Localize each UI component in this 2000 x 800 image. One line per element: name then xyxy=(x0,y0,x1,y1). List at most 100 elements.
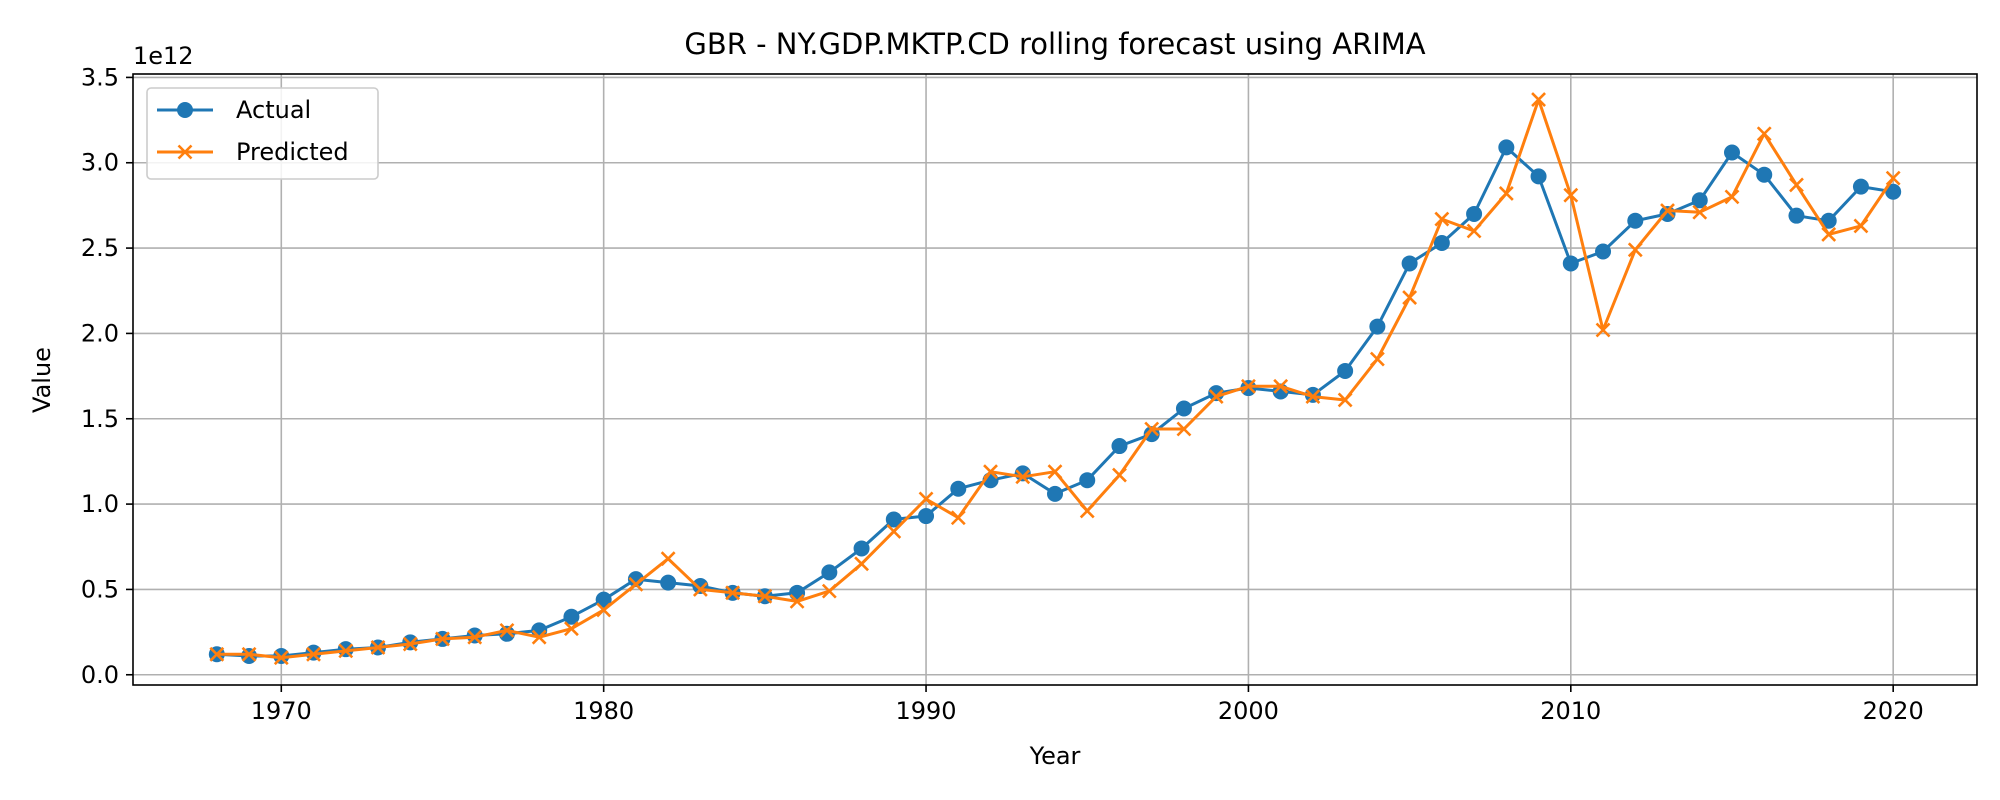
y-tick-label: 3.0 xyxy=(81,149,119,177)
data-point-predicted xyxy=(918,491,934,507)
legend-label: Predicted xyxy=(236,138,349,166)
data-point-predicted xyxy=(1885,170,1901,186)
y-tick-label: 0.0 xyxy=(81,661,119,689)
data-point-actual xyxy=(1369,318,1386,335)
data-point-predicted xyxy=(1627,242,1643,258)
data-point-predicted xyxy=(886,523,902,539)
data-point-actual xyxy=(1723,144,1740,161)
data-point-predicted xyxy=(725,585,741,601)
data-point-actual xyxy=(1047,485,1063,502)
data-point-actual xyxy=(498,625,515,642)
grid xyxy=(133,74,1977,685)
data-point-actual xyxy=(821,564,838,581)
data-point-predicted xyxy=(628,576,644,592)
data-point-actual xyxy=(1208,385,1225,402)
data-point-actual xyxy=(1433,234,1450,251)
data-point-predicted xyxy=(660,551,676,567)
y-tick-label: 2.5 xyxy=(81,234,119,262)
data-point-actual xyxy=(563,608,580,625)
data-point-predicted xyxy=(1498,186,1514,201)
legend-entry-predicted: Predicted xyxy=(157,138,349,166)
data-point-predicted xyxy=(1853,218,1869,234)
data-point-actual xyxy=(1820,212,1837,229)
data-point-predicted xyxy=(1369,351,1385,367)
data-point-actual xyxy=(950,480,967,497)
data-point-predicted xyxy=(1144,421,1160,437)
data-point-predicted xyxy=(1337,392,1353,408)
data-point-predicted xyxy=(564,621,579,637)
chart-title: GBR - NY.GDP.MKTP.CD rolling forecast us… xyxy=(684,27,1425,61)
data-point-predicted xyxy=(1434,211,1450,227)
data-point-predicted xyxy=(1531,92,1546,108)
data-point-predicted xyxy=(1112,467,1127,483)
data-point-predicted xyxy=(338,643,354,659)
legend: Actual Predicted xyxy=(146,87,379,180)
data-point-actual xyxy=(853,540,870,557)
data-point-actual xyxy=(1852,178,1869,195)
data-point-predicted xyxy=(1789,177,1804,193)
x-axis-label: Year xyxy=(1029,742,1081,770)
data-point-actual xyxy=(660,574,677,591)
data-point-predicted xyxy=(209,646,225,662)
data-point-predicted xyxy=(1208,389,1224,404)
data-point-predicted xyxy=(1241,378,1256,394)
y-tick-label: 1.0 xyxy=(81,490,119,518)
data-point-predicted xyxy=(596,602,612,618)
data-point-predicted xyxy=(1047,464,1063,480)
y-tick-label: 1.5 xyxy=(81,405,119,433)
data-point-predicted xyxy=(306,646,321,662)
legend-label: Actual xyxy=(236,96,311,124)
data-point-predicted xyxy=(1015,469,1031,485)
x-tick-label: 2010 xyxy=(1540,697,1601,725)
data-point-actual xyxy=(1530,168,1547,185)
y-scale-label: 1e12 xyxy=(133,42,194,70)
x-tick-label: 1990 xyxy=(896,697,957,725)
data-point-actual xyxy=(1466,205,1483,222)
data-point-predicted xyxy=(983,464,998,480)
data-point-predicted xyxy=(950,510,966,526)
data-point-actual xyxy=(918,508,935,525)
data-point-predicted xyxy=(273,650,289,666)
y-axis-label: Value xyxy=(28,347,56,413)
x-tick-label: 1970 xyxy=(251,697,312,725)
data-point-predicted xyxy=(1273,378,1289,394)
data-point-actual xyxy=(1756,166,1773,183)
axes: 1970 1980 1990 2000 2010 2020 0.0 0.5 1.0 1.5 2.0 2… xyxy=(81,63,1978,725)
data-point-predicted xyxy=(1176,421,1192,437)
data-point-predicted xyxy=(1821,227,1837,242)
data-point-actual xyxy=(1337,362,1354,379)
data-point-predicted xyxy=(370,640,386,655)
data-point-predicted xyxy=(1756,126,1772,142)
data-point-predicted xyxy=(789,593,805,609)
plot-series xyxy=(208,92,1902,666)
data-point-actual xyxy=(1401,255,1418,272)
y-tick-label: 3.5 xyxy=(81,63,119,91)
data-point-predicted xyxy=(435,631,450,647)
data-point-predicted xyxy=(1595,322,1611,338)
data-point-predicted xyxy=(1724,189,1740,205)
data-point-predicted xyxy=(1079,503,1095,519)
data-point-predicted xyxy=(499,622,515,638)
data-point-predicted xyxy=(692,582,708,597)
data-point-actual xyxy=(1014,465,1031,482)
data-point-actual xyxy=(1885,183,1902,200)
data-point-predicted xyxy=(1305,389,1321,404)
x-tick-label: 2000 xyxy=(1218,697,1279,725)
legend-marker xyxy=(177,102,193,118)
data-point-actual xyxy=(1111,438,1128,455)
y-tick-label: 0.5 xyxy=(81,575,119,603)
plot-frame xyxy=(132,73,1978,686)
data-point-predicted xyxy=(467,629,483,645)
data-point-predicted xyxy=(821,583,837,599)
data-point-actual xyxy=(1788,207,1805,224)
data-point-actual xyxy=(885,511,902,528)
data-point-predicted xyxy=(1660,203,1675,218)
data-point-predicted xyxy=(1466,223,1482,239)
data-point-actual xyxy=(1175,400,1192,417)
data-point-predicted xyxy=(854,556,869,572)
data-point-actual xyxy=(1562,255,1579,272)
data-point-predicted xyxy=(1402,290,1418,305)
legend-marker xyxy=(177,144,193,160)
data-point-actual xyxy=(595,591,612,608)
